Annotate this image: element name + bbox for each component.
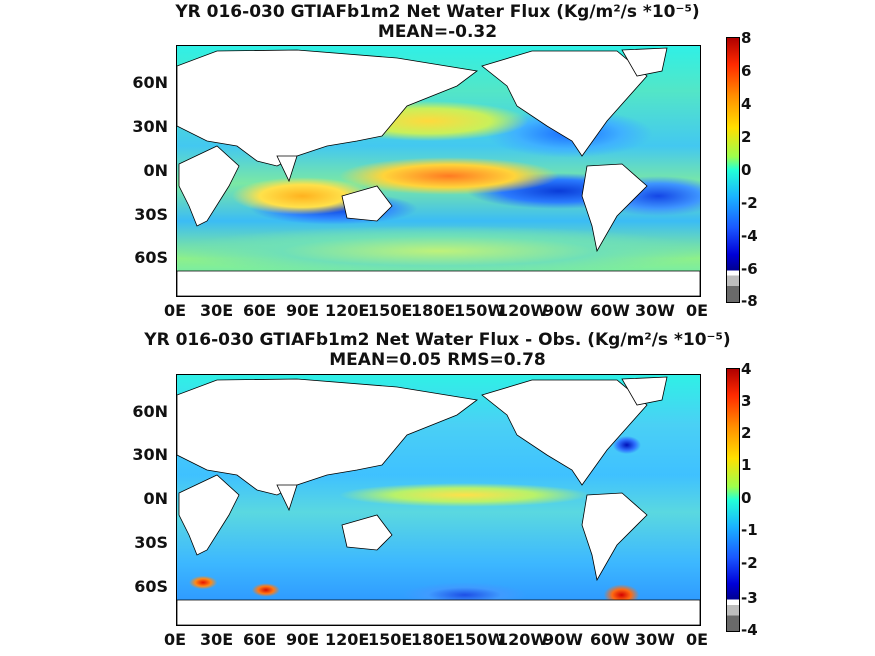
bottom-lon-label: 150E bbox=[368, 630, 413, 649]
bottom-colorbar-tick: 4 bbox=[741, 360, 752, 378]
bottom-lon-label: 120E bbox=[325, 630, 370, 649]
bottom-colorbar-tick: 2 bbox=[741, 424, 752, 442]
bottom-lat-label: 30S bbox=[134, 533, 168, 552]
top-lon-label: 150E bbox=[368, 301, 413, 320]
top-map-land bbox=[177, 47, 700, 296]
top-lon-label: 0E bbox=[686, 301, 709, 320]
bottom-lon-label: 60E bbox=[243, 630, 277, 649]
top-lon-label: 120W bbox=[497, 301, 549, 320]
top-lat-label: 60N bbox=[132, 73, 168, 92]
top-lon-label: 60W bbox=[590, 301, 630, 320]
bottom-lon-label: 90W bbox=[543, 630, 583, 649]
top-lat-label: 0N bbox=[143, 161, 168, 180]
top-lon-label: 0E bbox=[164, 301, 187, 320]
bottom-lon-label: 30W bbox=[635, 630, 675, 649]
bottom-colorbar bbox=[726, 368, 740, 632]
top-lon-label: 30W bbox=[635, 301, 675, 320]
top-lon-label: 90E bbox=[286, 301, 320, 320]
bottom-map bbox=[176, 374, 701, 626]
top-lon-label: 90W bbox=[543, 301, 583, 320]
bottom-colorbar-tick: -2 bbox=[741, 554, 758, 572]
top-panel-title: YR 016-030 GTIAFb1m2 Net Water Flux (Kg/… bbox=[175, 2, 700, 22]
bottom-colorbar-tick: 3 bbox=[741, 392, 752, 410]
top-colorbar-tick: -2 bbox=[741, 194, 758, 212]
top-lon-label: 120E bbox=[325, 301, 370, 320]
top-colorbar-tick: 2 bbox=[741, 128, 752, 146]
bottom-lon-label: 60W bbox=[590, 630, 630, 649]
bottom-colorbar-tick: -4 bbox=[741, 621, 758, 639]
bottom-panel-title: YR 016-030 GTIAFb1m2 Net Water Flux - Ob… bbox=[144, 330, 731, 350]
top-colorbar-tick: -6 bbox=[741, 260, 758, 278]
bottom-colorbar-tick: 0 bbox=[741, 489, 752, 507]
bottom-lon-label: 0E bbox=[164, 630, 187, 649]
top-colorbar-tick: 6 bbox=[741, 62, 752, 80]
bottom-lon-label: 120W bbox=[497, 630, 549, 649]
top-lon-label: 60E bbox=[243, 301, 277, 320]
top-colorbar-tick: 0 bbox=[741, 161, 752, 179]
top-colorbar-tick: 8 bbox=[741, 29, 752, 47]
top-lat-label: 30N bbox=[132, 117, 168, 136]
bottom-lat-label: 0N bbox=[143, 489, 168, 508]
bottom-lon-label: 0E bbox=[686, 630, 709, 649]
top-lat-label: 30S bbox=[134, 205, 168, 224]
bottom-lon-label: 30E bbox=[200, 630, 234, 649]
bottom-lat-label: 30N bbox=[132, 445, 168, 464]
bottom-colorbar-tick: -3 bbox=[741, 589, 758, 607]
bottom-panel-stats: MEAN=0.05 RMS=0.78 bbox=[329, 350, 546, 370]
top-colorbar bbox=[726, 37, 740, 303]
top-lat-label: 60S bbox=[134, 248, 168, 267]
top-colorbar-tick: -8 bbox=[741, 292, 758, 310]
bottom-map-land bbox=[177, 376, 700, 625]
bottom-colorbar-tick: 1 bbox=[741, 456, 752, 474]
bottom-colorbar-tick: -1 bbox=[741, 521, 758, 539]
bottom-lon-label: 150W bbox=[454, 630, 506, 649]
top-colorbar-tick: 4 bbox=[741, 95, 752, 113]
top-lon-label: 180E bbox=[411, 301, 456, 320]
top-lon-label: 30E bbox=[200, 301, 234, 320]
bottom-lon-label: 180E bbox=[411, 630, 456, 649]
bottom-lon-label: 90E bbox=[286, 630, 320, 649]
top-colorbar-tick: -4 bbox=[741, 227, 758, 245]
top-map bbox=[176, 45, 701, 297]
top-lon-label: 150W bbox=[454, 301, 506, 320]
top-panel-mean: MEAN=-0.32 bbox=[377, 22, 498, 42]
bottom-lat-label: 60S bbox=[134, 577, 168, 596]
bottom-lat-label: 60N bbox=[132, 402, 168, 421]
